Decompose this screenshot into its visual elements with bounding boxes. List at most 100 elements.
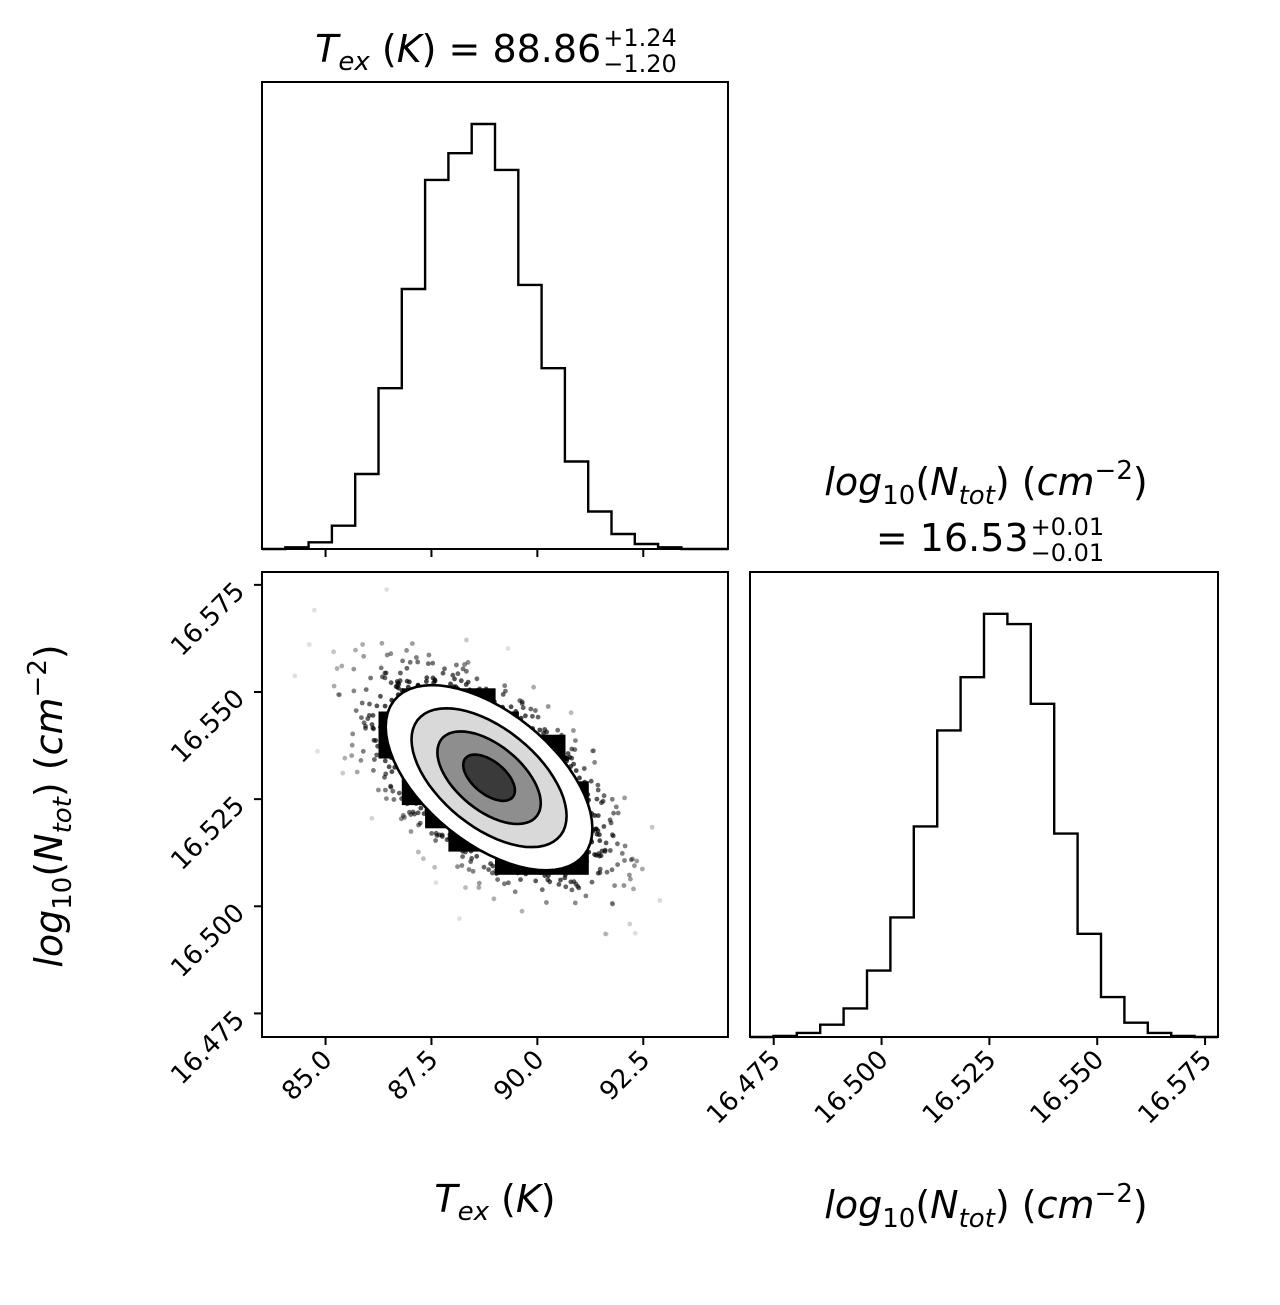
scatter-point [622, 795, 627, 801]
scatter-point [424, 679, 429, 684]
scatter-point [379, 640, 385, 646]
scatter-point [503, 688, 508, 694]
scatter-point [640, 866, 645, 872]
scatter-point [374, 703, 380, 709]
scatter-point [292, 673, 298, 679]
scatter-point [573, 738, 578, 743]
scatter-point [632, 930, 638, 936]
scatter-point [378, 665, 384, 671]
scatter-point [353, 647, 358, 653]
scatter-point [558, 877, 563, 883]
scatter-point [416, 822, 421, 828]
scatter-point [469, 856, 475, 861]
scatter-point [539, 887, 545, 893]
hist-tex-bar-9 [472, 124, 495, 549]
scatter-point [583, 893, 589, 899]
scatter-point [556, 882, 562, 887]
scatter-point [306, 642, 312, 647]
scatter-point [431, 680, 437, 685]
scatter-point [619, 851, 625, 856]
scatter-point [601, 824, 607, 829]
scatter-point [591, 748, 596, 754]
scatter-point [415, 659, 421, 665]
hist-logn-bar-13 [1054, 834, 1077, 1037]
histogram-logn [749, 571, 1219, 1039]
joint-frame [261, 571, 729, 1038]
scatter-point [408, 812, 414, 817]
hist-tex-frame [261, 81, 729, 550]
scatter-point [610, 833, 616, 839]
scatter-point [432, 864, 437, 870]
scatter-point [523, 713, 528, 719]
joint-ytick-label-0: 16.475 [165, 1005, 251, 1091]
scatter-point [505, 646, 511, 651]
scatter-point [425, 661, 431, 667]
scatter-point [388, 680, 394, 686]
scatter-point [361, 720, 367, 726]
scatter-point [460, 854, 465, 859]
scatter-point [439, 832, 445, 838]
scatter-point [531, 684, 536, 690]
scatter-point [565, 751, 571, 756]
scatter-point [597, 832, 602, 838]
scatter-point [426, 652, 432, 658]
joint-density-panel [261, 571, 729, 1038]
logn-title-line2: = 16.53+0.01 −0.01 [876, 513, 1104, 567]
hist-logn-xtick-label-0: 16.475 [701, 1045, 787, 1131]
scatter-point [486, 867, 491, 872]
scatter-point [391, 797, 397, 802]
hist-logn-bar-10 [984, 614, 1007, 1037]
scatter-point [609, 900, 615, 906]
scatter-point [369, 815, 375, 821]
scatter-point [568, 879, 574, 885]
logn-title-line1: log10(Ntot) (cm−2) [824, 456, 1147, 511]
scatter-point [337, 692, 342, 698]
hist-tex-bar-14 [588, 512, 611, 550]
scatter-point [367, 701, 372, 707]
scatter-point [615, 862, 620, 867]
hist-tex-step-line [262, 122, 728, 551]
scatter-point [382, 774, 387, 780]
scatter-point [481, 864, 487, 870]
axis-ticks: 85.0 87.5 90.0 92.5 16.475 16.500 16.525 16.550… [165, 549, 1218, 1130]
scatter-point [572, 900, 578, 906]
scatter-point [569, 887, 575, 893]
scatter-point [454, 662, 459, 668]
scatter-point [465, 679, 471, 685]
scatter-point [519, 908, 525, 914]
scatter-point [630, 856, 635, 862]
scatter-point [434, 833, 440, 838]
scatter-point [528, 706, 534, 712]
scatter-point [568, 710, 574, 716]
hist-logn-bar-7 [914, 826, 937, 1037]
scatter-point [315, 748, 320, 754]
hist-tex-bar-12 [542, 368, 565, 549]
scatter-point [470, 868, 476, 874]
scatter-point [603, 931, 609, 937]
contours [384, 683, 594, 872]
scatter-point [457, 916, 462, 921]
scatter-point [398, 670, 403, 676]
scatter-point [609, 796, 615, 802]
scatter-point [518, 877, 523, 882]
scatter-point [365, 716, 371, 722]
scatter-point [371, 768, 376, 773]
scatter-point [595, 870, 601, 876]
scatter-point [361, 653, 367, 659]
hist-logn-xtick-label-3: 16.550 [1025, 1045, 1111, 1131]
scatter-point [433, 880, 439, 885]
scatter-point [609, 867, 615, 873]
scatter-point [608, 820, 614, 826]
scatter-point [495, 877, 500, 882]
scatter-point [463, 885, 468, 890]
joint-ytick-label-3: 16.550 [165, 684, 251, 770]
scatter-point [632, 863, 637, 869]
y-axis-label-logn: log10(Ntot) (cm−2) [23, 644, 78, 967]
scatter-point [359, 700, 365, 706]
scatter-point [331, 683, 337, 689]
scatter-point [590, 748, 595, 754]
scatter-point [384, 587, 390, 592]
scatter-point [594, 796, 600, 802]
hist-tex-bar-8 [448, 153, 471, 549]
